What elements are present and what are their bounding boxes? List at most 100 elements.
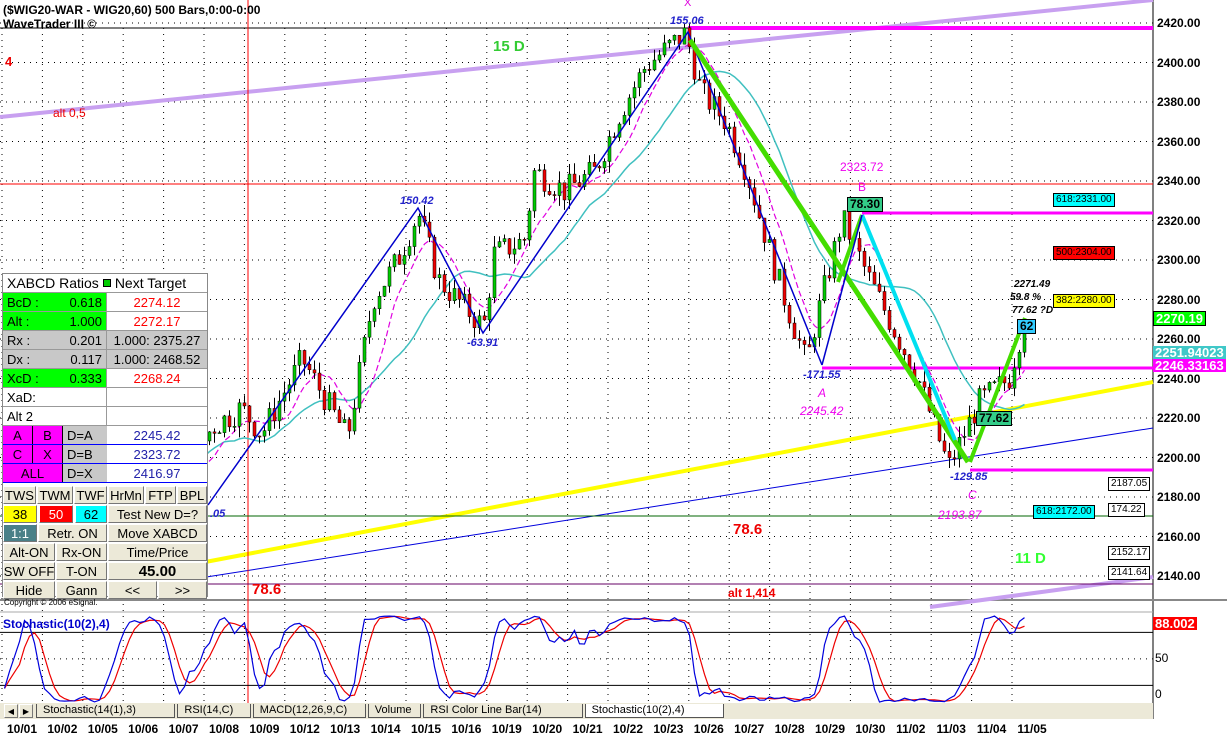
candle bbox=[502, 238, 507, 242]
candle bbox=[897, 336, 902, 350]
chart-subtitle: WaveTrader III © bbox=[3, 17, 97, 31]
y-tick: 2400.00 bbox=[1157, 55, 1201, 70]
hrmn-button[interactable]: HrMn bbox=[108, 486, 144, 504]
hide-button[interactable]: Hide bbox=[3, 581, 55, 599]
ratio-key: XaD: bbox=[7, 389, 36, 405]
time-button[interactable]: Time/Price bbox=[108, 543, 207, 561]
annotation-d_ratio: 77.62 ?D bbox=[1012, 305, 1054, 316]
dpoint-button[interactable]: B bbox=[33, 426, 63, 444]
candle bbox=[242, 402, 247, 407]
candle bbox=[292, 365, 297, 386]
candle bbox=[867, 266, 872, 273]
panel-header-target: Next Target bbox=[114, 275, 187, 291]
xabcd-pattern-blue bbox=[207, 30, 823, 506]
indicator-tab[interactable]: Volume bbox=[367, 704, 422, 718]
y-tick: 2280.00 bbox=[1157, 292, 1201, 307]
annotation-d11: 11 D bbox=[1015, 550, 1046, 567]
candle bbox=[377, 296, 382, 310]
alt-button[interactable]: Alt-ON bbox=[3, 543, 55, 561]
y-tick: 2180.00 bbox=[1157, 490, 1201, 504]
candle bbox=[392, 254, 397, 268]
annotation-a: A bbox=[818, 386, 827, 400]
candle bbox=[837, 236, 842, 242]
candle bbox=[767, 239, 772, 243]
candle bbox=[772, 239, 777, 281]
date-tick: 10/26 bbox=[693, 722, 724, 736]
ratio-target: 2272.17 bbox=[107, 312, 207, 330]
r38-button[interactable]: 38 bbox=[3, 505, 37, 523]
indicator-tab[interactable]: RSI Color Line Bar(14) bbox=[423, 704, 583, 718]
candle bbox=[492, 246, 497, 298]
date-tick: 10/19 bbox=[491, 722, 522, 736]
ratio-value: 0.117 bbox=[70, 351, 102, 367]
copyright: Copyright © 2006 eSignal. bbox=[4, 598, 98, 607]
candle bbox=[942, 440, 947, 452]
test-button[interactable]: Test New D=? bbox=[108, 505, 207, 523]
ftp-button[interactable]: FTP bbox=[145, 486, 176, 504]
ratio-target: 2274.12 bbox=[107, 293, 207, 311]
date-tick: 10/29 bbox=[814, 722, 846, 736]
sw-button[interactable]: SW OFF bbox=[3, 562, 55, 580]
candle bbox=[322, 389, 327, 411]
square-icon bbox=[102, 274, 111, 292]
move-button[interactable]: Move XABCD bbox=[108, 524, 207, 542]
annotation-r786b: 78.6 bbox=[252, 581, 282, 598]
annotation-alt05: alt 0,5 bbox=[53, 106, 86, 120]
twm-button[interactable]: TWM bbox=[37, 486, 73, 504]
candle bbox=[707, 82, 712, 110]
fib-target-label: 618:2172.00 bbox=[1033, 505, 1095, 519]
indicator-tab[interactable]: RSI(14,C) bbox=[177, 704, 251, 718]
ratio-value: 0.618 bbox=[69, 294, 102, 310]
candle bbox=[307, 363, 312, 371]
candle bbox=[447, 291, 452, 301]
val-button[interactable]: 45.00 bbox=[108, 562, 207, 580]
prev-button[interactable]: << bbox=[108, 581, 157, 599]
dpoint-button[interactable]: A bbox=[3, 426, 33, 444]
twf-button[interactable]: TWF bbox=[74, 486, 107, 504]
indicator-tab[interactable]: MACD(12,26,9,C) bbox=[252, 704, 366, 718]
scroll-right-button[interactable]: ▶ bbox=[19, 704, 33, 718]
r50-button[interactable]: 50 bbox=[39, 505, 73, 523]
dpoint-button[interactable]: ALL bbox=[3, 464, 63, 482]
indicator-tabs: ◀ ▶ Stochastic(14(1),3) RSI(14,C) MACD(12,… bbox=[0, 703, 1153, 719]
date-tick: 10/01 bbox=[6, 722, 38, 736]
candle bbox=[847, 210, 852, 240]
candle bbox=[827, 275, 832, 279]
r62-button[interactable]: 62 bbox=[75, 505, 107, 523]
candle bbox=[702, 79, 707, 84]
annotation-b: B bbox=[858, 180, 867, 194]
annotation-x_val: 155.06 bbox=[670, 15, 704, 27]
retr-button[interactable]: Retr. ON bbox=[38, 524, 107, 542]
annotation-left_val: .05 bbox=[210, 508, 226, 520]
rx-button[interactable]: Rx-ON bbox=[56, 543, 107, 561]
annotation-m17155: -171.55 bbox=[803, 369, 841, 381]
candle bbox=[877, 283, 882, 292]
candle bbox=[797, 338, 802, 341]
candle bbox=[697, 79, 702, 81]
date-tick: 10/28 bbox=[774, 722, 805, 736]
candle bbox=[212, 431, 217, 434]
one-button[interactable]: 1:1 bbox=[3, 524, 37, 542]
indicator-tab[interactable]: Stochastic(10(2),4) bbox=[584, 704, 724, 718]
candle bbox=[207, 431, 212, 442]
candle bbox=[297, 350, 302, 366]
y-tick: 2220.00 bbox=[1157, 411, 1201, 425]
date-tick: 10/13 bbox=[330, 722, 361, 736]
gann-button[interactable]: Gann bbox=[56, 581, 107, 599]
date-tick: 10/20 bbox=[532, 722, 563, 736]
ton-button[interactable]: T-ON bbox=[56, 562, 107, 580]
tws-button[interactable]: TWS bbox=[3, 486, 36, 504]
indicator-tab[interactable]: Stochastic(14(1),3) bbox=[36, 704, 176, 718]
scroll-left-button[interactable]: ◀ bbox=[4, 704, 18, 718]
trendline-lavender-bottom bbox=[929, 575, 1154, 609]
annotation-c: C bbox=[968, 488, 977, 502]
annotation-p150: 150.42 bbox=[400, 195, 434, 207]
candle bbox=[232, 426, 237, 428]
bpl-button[interactable]: BPL bbox=[177, 486, 207, 504]
dpoint-row: A B D=A 2245.42 bbox=[3, 426, 207, 445]
next-button[interactable]: >> bbox=[158, 581, 207, 599]
annotation-d15: 15 D bbox=[493, 38, 525, 55]
dpoint-button[interactable]: C bbox=[3, 445, 33, 463]
dpoint-button[interactable]: X bbox=[33, 445, 63, 463]
date-tick: 10/15 bbox=[410, 722, 442, 736]
